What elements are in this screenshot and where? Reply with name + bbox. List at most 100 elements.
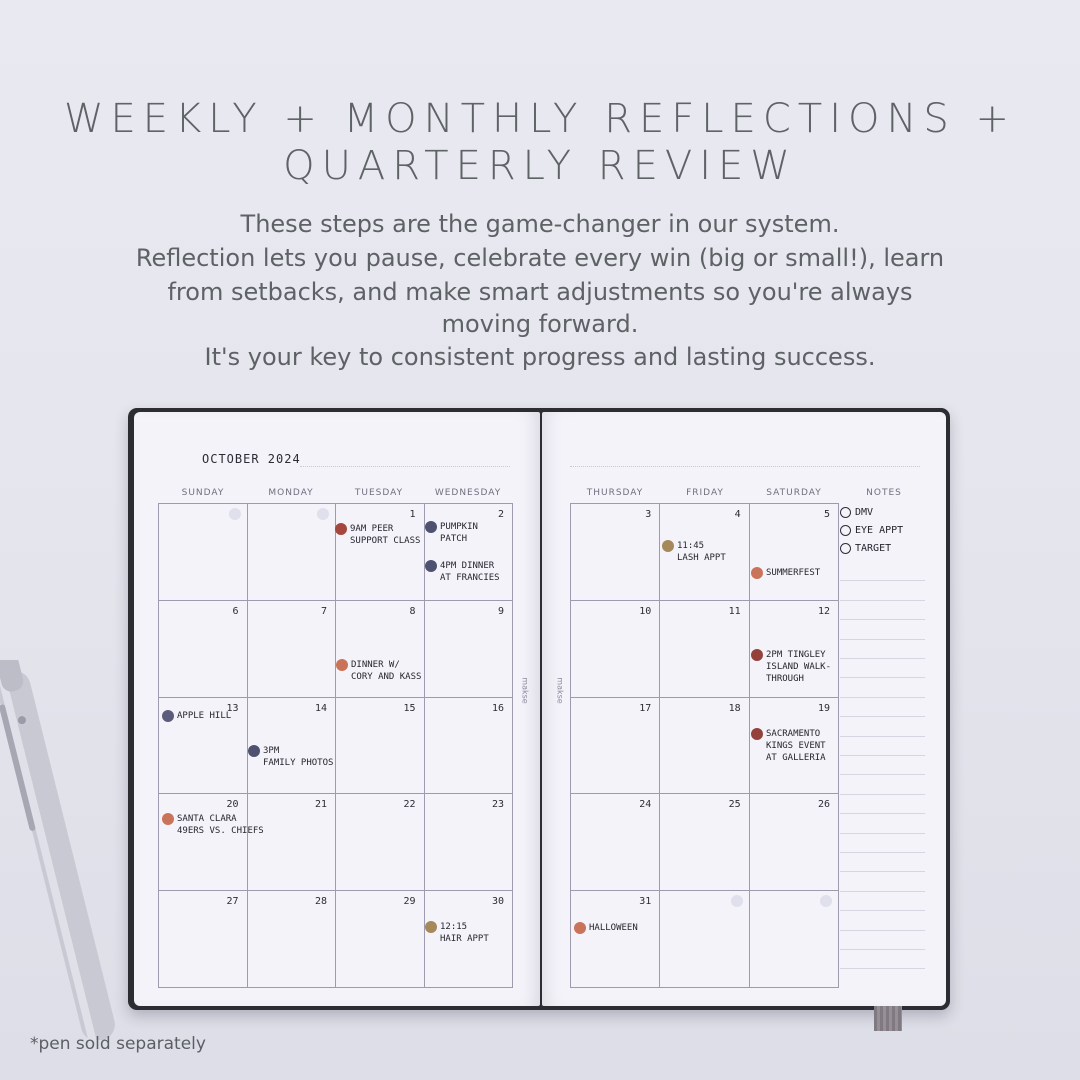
calendar-day-cell: 19 — [749, 697, 839, 795]
notes-rule — [840, 599, 925, 601]
empty-day-marker — [730, 895, 743, 908]
day-number: 18 — [728, 702, 741, 714]
event-line: SACRAMENTO — [766, 729, 821, 739]
day-header-saturday: SATURDAY — [766, 488, 822, 498]
event-text: 11:45 LASH APPT — [677, 540, 726, 564]
notes-rule — [840, 774, 925, 776]
body-line-2: Reflection lets you pause, celebrate eve… — [135, 244, 945, 272]
notes-rule — [840, 968, 925, 970]
calendar-day-cell: 14 — [247, 697, 336, 795]
planner-left-page — [134, 412, 540, 1006]
calendar-event: SANTA CLARA 49ERS VS. CHIEFS — [162, 813, 264, 837]
day-number: 28 — [314, 896, 327, 908]
headline-line-2: QUARTERLY REVIEW — [283, 143, 797, 189]
calendar-grid-left: 1 2 6 7 8 9 13 14 15 16 20 21 22 23 27 28 29 30 — [158, 503, 513, 988]
notes-rule — [840, 929, 925, 931]
notes-rule — [840, 852, 925, 853]
event-line: 49ERS VS. CHIEFS — [177, 826, 264, 836]
notes-rule — [840, 890, 925, 892]
event-dot-icon — [751, 728, 763, 740]
body-line-3: from setbacks, and make smart adjustment… — [167, 278, 913, 306]
calendar-day-cell — [247, 504, 336, 601]
event-dot-icon — [574, 922, 586, 934]
day-number: 17 — [639, 702, 652, 714]
calendar-day-cell: 30 — [424, 891, 513, 988]
event-text: SANTA CLARA 49ERS VS. CHIEFS — [177, 813, 264, 837]
event-dot-icon — [425, 521, 437, 533]
notes-column: DMV EYE APPT TARGET — [840, 503, 925, 987]
calendar-day-cell: 6 — [159, 600, 248, 698]
event-line: PUMPKIN — [440, 522, 478, 532]
event-line: 12:15 — [440, 922, 468, 932]
headline-line-1: WEEKLY + MONTHLY REFLECTIONS + — [63, 96, 1017, 142]
calendar-day-cell: 3 — [571, 504, 661, 601]
notes-rule — [840, 949, 925, 950]
day-number: 3 — [645, 509, 652, 520]
calendar-day-cell: 12 — [749, 600, 839, 698]
calendar-day-cell: 5 — [749, 504, 839, 601]
day-number: 9 — [497, 605, 504, 617]
event-text: 4PM DINNER AT FRANCIES — [440, 560, 500, 584]
day-header-tuesday: TUESDAY — [354, 488, 404, 498]
event-line: 3PM — [263, 746, 280, 756]
brand-mark-right: makse — [555, 677, 565, 704]
calendar-event: PUMPKIN PATCH — [425, 521, 478, 545]
day-number: 19 — [817, 702, 830, 714]
note-item: DMV — [840, 507, 873, 518]
note-item: EYE APPT — [840, 525, 903, 536]
calendar-day-cell: 24 — [571, 794, 661, 892]
event-line: DINNER W/ — [351, 660, 400, 670]
notes-rule — [840, 832, 925, 834]
event-line: KINGS EVENT — [766, 741, 826, 751]
calendar-day-cell: 21 — [247, 794, 336, 892]
calendar-day-cell: 23 — [424, 794, 513, 892]
calendar-event: 11:45 LASH APPT — [662, 540, 726, 564]
day-number: 25 — [728, 799, 741, 811]
notes-rule — [840, 793, 925, 795]
day-number: 7 — [320, 605, 327, 617]
calendar-day-cell: 10 — [571, 600, 661, 698]
day-number: 21 — [314, 799, 327, 811]
event-dot-icon — [425, 921, 437, 933]
event-dot-icon — [248, 745, 260, 757]
event-line: HAIR APPT — [440, 934, 489, 944]
calendar-day-cell — [749, 891, 839, 988]
event-text: 2PM TINGLEY ISLAND WALK- THROUGH — [766, 649, 831, 685]
day-number: 22 — [403, 799, 416, 811]
empty-day-marker — [820, 895, 832, 908]
bookmark-ribbon — [874, 1006, 902, 1031]
day-number: 11 — [728, 605, 741, 617]
note-item: TARGET — [840, 543, 891, 554]
event-dot-icon — [162, 710, 174, 722]
event-line: 9AM PEER — [350, 524, 394, 534]
event-line: SANTA CLARA — [177, 814, 237, 824]
notes-rule — [840, 910, 925, 912]
day-header-sunday: SUNDAY — [181, 488, 225, 498]
event-line: SUPPORT CLASS — [350, 536, 421, 546]
day-header-thursday: THURSDAY — [586, 488, 644, 498]
event-text: APPLE HILL — [177, 710, 231, 722]
event-line: APPLE HILL — [177, 711, 232, 721]
day-header-monday: MONDAY — [268, 488, 314, 498]
day-header-wednesday: WEDNESDAY — [434, 488, 502, 498]
calendar-day-cell: 15 — [336, 697, 425, 795]
calendar-day-cell — [159, 504, 248, 601]
event-line: ISLAND WALK- — [766, 662, 832, 672]
calendar-day-cell: 28 — [247, 891, 336, 988]
body-line-5: It's your key to consistent progress and… — [204, 343, 876, 371]
body-line-1: These steps are the game-changer in our … — [240, 210, 840, 238]
day-number: 13 — [226, 702, 239, 714]
brand-mark-left: makse — [520, 677, 530, 704]
notes-rule — [840, 755, 925, 756]
event-text: 3PM FAMILY PHOTOS — [263, 745, 333, 769]
notes-rule — [840, 580, 925, 582]
empty-day-marker — [317, 508, 329, 520]
event-dot-icon — [751, 649, 763, 661]
calendar-grid-right: 3 4 5 10 11 12 17 18 19 24 25 26 31 — [570, 503, 839, 988]
notes-rule — [840, 735, 925, 737]
event-line: CORY AND KASS — [351, 672, 422, 682]
calendar-event: DINNER W/CORY AND KASS — [336, 659, 421, 683]
planner-right-page — [542, 412, 946, 1006]
event-dot-icon — [336, 659, 348, 671]
event-dot-icon — [751, 567, 763, 579]
